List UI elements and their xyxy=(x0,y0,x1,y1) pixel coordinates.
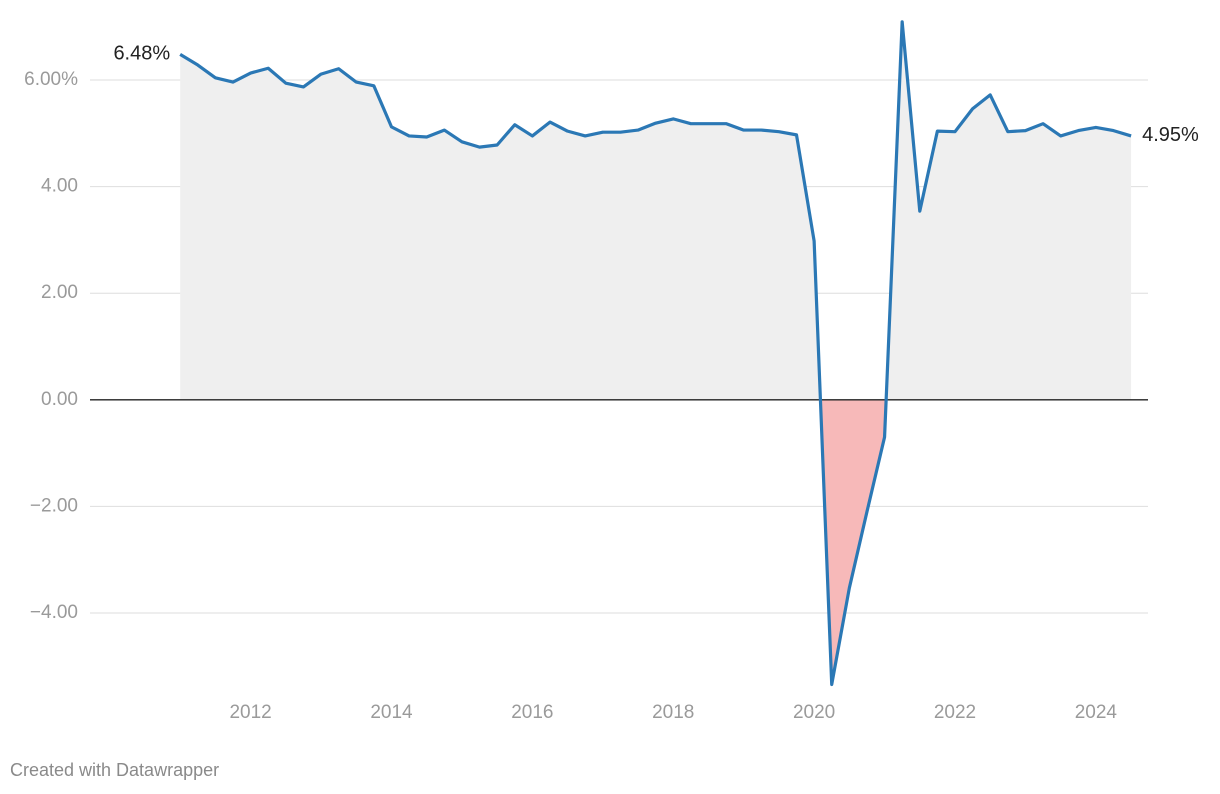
value-label: 6.48% xyxy=(113,43,170,65)
x-tick-label: 2014 xyxy=(370,702,413,723)
x-tick-label: 2020 xyxy=(793,702,835,723)
x-tick-label: 2016 xyxy=(511,702,553,723)
y-tick-label: 2.00 xyxy=(41,282,78,303)
y-tick-label: −2.00 xyxy=(30,495,78,516)
x-tick-label: 2018 xyxy=(652,702,694,723)
positive-area xyxy=(180,21,1132,400)
x-tick-label: 2024 xyxy=(1075,702,1118,723)
x-tick-label: 2022 xyxy=(934,702,976,723)
y-tick-label: 0.00 xyxy=(41,389,78,410)
x-tick-label: 2012 xyxy=(229,702,271,723)
y-tick-label: 4.00 xyxy=(41,176,78,197)
line xyxy=(179,20,1132,687)
negative-area xyxy=(820,399,887,685)
value-label: 4.95% xyxy=(1142,124,1199,146)
y-tick-label: −4.00 xyxy=(30,602,78,623)
credit: Created with Datawrapper xyxy=(10,760,219,780)
y-tick-label: 6.00% xyxy=(24,69,78,90)
